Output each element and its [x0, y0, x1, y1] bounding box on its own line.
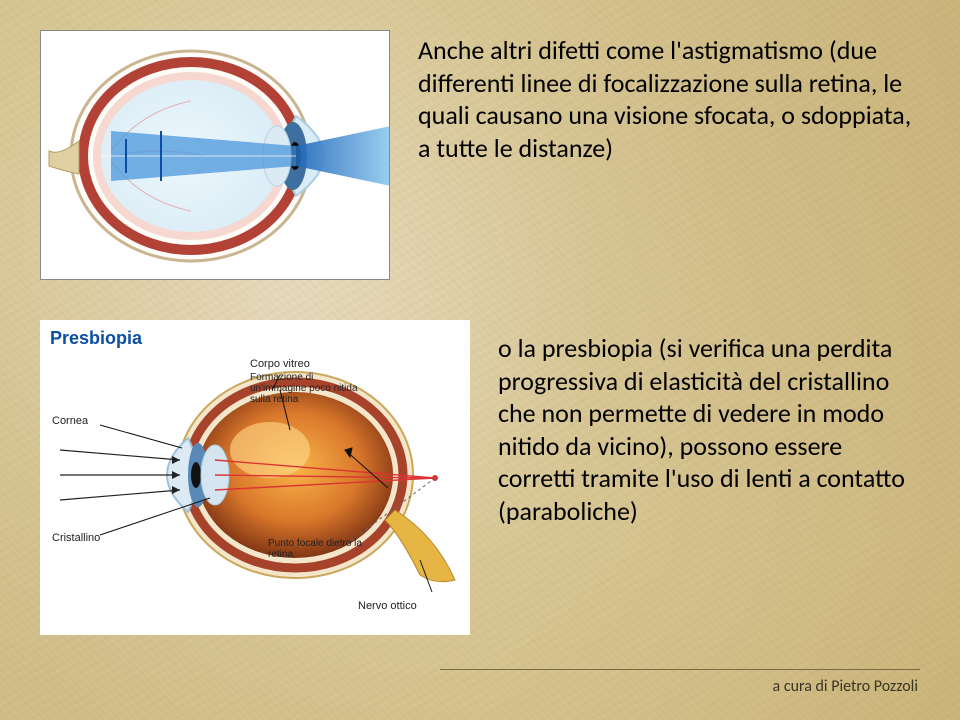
footer-divider: [440, 669, 920, 670]
presbyopia-eye-diagram: Presbiopia: [40, 320, 470, 635]
label-punto-focale: Punto focale dietro la retina: [268, 538, 378, 560]
astigmatism-paragraph: Anche altri difetti come l'astigmatismo …: [418, 30, 920, 164]
presbyopia-title: Presbiopia: [50, 328, 142, 349]
label-cristallino: Cristallino: [52, 532, 100, 544]
label-cornea: Cornea: [52, 415, 88, 427]
footer-credit: a cura di Pietro Pozzoli: [773, 677, 918, 696]
astigmatism-eye-diagram: [40, 30, 390, 280]
label-formazione: Formazione di un'immagine poco nitida su…: [250, 372, 360, 405]
label-nervo-ottico: Nervo ottico: [358, 600, 417, 612]
presbyopia-paragraph: o la presbiopia (si verifica una perdita…: [498, 320, 920, 527]
label-corpo-vitreo: Corpo vitreo: [250, 358, 310, 370]
